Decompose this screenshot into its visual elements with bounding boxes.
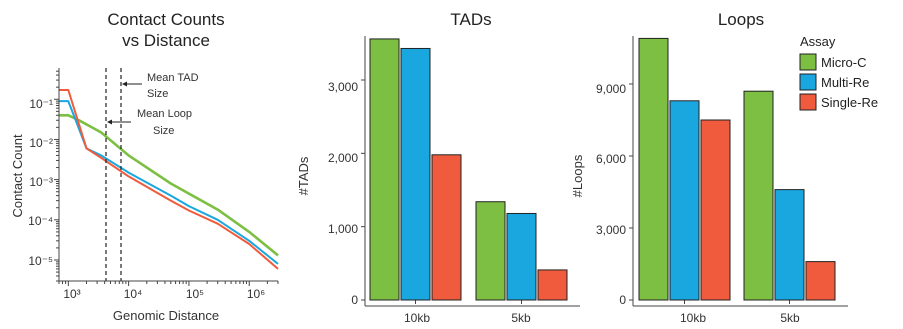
bar-10kb-multi-re [669, 100, 700, 301]
tads-y-axis-label: #TADs [296, 156, 311, 195]
decay-y-tick-label: 10⁻⁵ [28, 254, 53, 268]
legend-label-micro-c: Micro-C [821, 55, 867, 70]
tads-y-tick-label: 2,000 [328, 151, 358, 165]
decay-x-tick-label: 10⁴ [124, 287, 143, 301]
tads-bars [369, 38, 568, 301]
bar-10kb-multi-re [400, 47, 431, 301]
bar-10kb-micro-c [638, 37, 669, 301]
decay-y-tick-label: 10⁻¹ [29, 97, 53, 111]
decay-y-tick-label: 10⁻³ [29, 175, 53, 189]
legend-label-single-re: Single-Re [821, 95, 878, 110]
loops-bars [638, 37, 836, 301]
decay-minor-ticks [54, 70, 279, 286]
loops-chart: Loops 0 3,000 6,000 9,000 #Loops 10kb 5k… [570, 10, 848, 325]
bar-5kb-micro-c [475, 201, 506, 301]
decay-title-line-2: vs Distance [122, 31, 210, 50]
tads-title: TADs [450, 10, 491, 29]
decay-y-axis-label: Contact Count [10, 134, 25, 217]
loops-y-axis-label: #Loops [570, 154, 585, 197]
mean-loop-annotation-arrowhead [107, 119, 112, 125]
loops-category-label: 10kb [680, 311, 706, 325]
mean-loop-annotation-line-1: Mean Loop [137, 108, 192, 120]
tads-category-label: 5kb [511, 311, 531, 325]
decay-x-tick-label: 10⁶ [247, 287, 265, 301]
decay-x-axis-label: Genomic Distance [113, 308, 219, 323]
legend-swatch-micro-c [799, 53, 817, 71]
series-line-micro-c [59, 114, 279, 257]
tads-chart: TADs 0 1,000 2,000 3,000 #TADs 10kb 5kb [296, 10, 580, 325]
legend-title: Assay [800, 34, 836, 49]
tads-y-tick-label: 0 [351, 293, 358, 307]
mean-tad-annotation-line-2: Size [147, 88, 168, 100]
series-line-multi-re [59, 100, 279, 265]
bar-5kb-single-re [537, 269, 568, 301]
loops-category-label: 5kb [780, 311, 800, 325]
decay-x-tick-label: 10³ [63, 287, 80, 301]
loops-y-ticks [629, 83, 790, 304]
loops-y-tick-label: 9,000 [596, 82, 626, 96]
tads-y-tick-label: 1,000 [328, 222, 358, 236]
legend-swatch-multi-re [799, 73, 817, 91]
legend-label-multi-re: Multi-Re [821, 75, 869, 90]
bar-5kb-micro-c [743, 90, 774, 301]
legend: Assay Micro-C Multi-Re Single-Re [799, 34, 878, 111]
contact-decay-chart: Contact Counts vs Distance 10³ 10⁴ 10⁵ 1… [10, 10, 279, 323]
decay-x-tick-label: 10⁵ [186, 287, 204, 301]
bar-5kb-single-re [805, 261, 836, 301]
series-line-single-re [59, 89, 279, 270]
loops-y-tick-label: 0 [619, 293, 626, 307]
mean-tad-annotation-arrowhead [122, 81, 127, 87]
bar-10kb-single-re [700, 119, 731, 301]
loops-y-tick-label: 3,000 [596, 223, 626, 237]
bar-10kb-micro-c [369, 38, 400, 301]
tads-category-label: 10kb [404, 311, 430, 325]
loops-y-tick-label: 6,000 [596, 152, 626, 166]
mean-tad-annotation-line-1: Mean TAD [147, 72, 199, 84]
decay-series-group [59, 89, 279, 270]
tads-y-tick-label: 3,000 [328, 80, 358, 94]
loops-title: Loops [718, 10, 764, 29]
mean-loop-annotation-line-2: Size [153, 125, 174, 137]
bar-5kb-multi-re [506, 212, 537, 301]
decay-title-line-1: Contact Counts [107, 10, 224, 29]
decay-y-tick-label: 10⁻⁴ [28, 214, 53, 228]
decay-y-tick-label: 10⁻² [29, 136, 53, 150]
bar-5kb-multi-re [774, 189, 805, 301]
bar-10kb-single-re [431, 154, 462, 301]
legend-swatch-single-re [799, 93, 817, 111]
tads-y-ticks [361, 79, 522, 304]
